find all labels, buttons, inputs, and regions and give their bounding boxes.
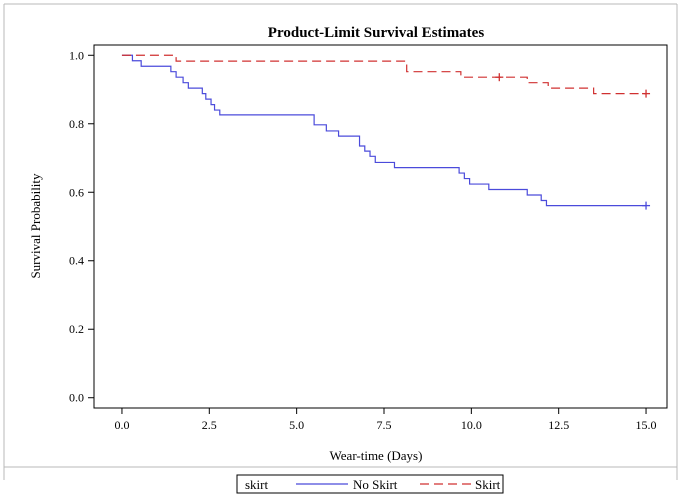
- x-tick-label: 7.5: [376, 418, 391, 432]
- y-tick-label: 0.6: [69, 185, 84, 199]
- y-tick-label: 0.4: [69, 254, 84, 268]
- y-axis-label: Survival Probability: [28, 173, 43, 279]
- x-tick-label: 12.5: [548, 418, 569, 432]
- series-layer: [121, 54, 651, 210]
- censor-mark-skirt: [495, 73, 504, 82]
- legend-title: skirt: [245, 477, 269, 492]
- y-tick-label: 0.2: [69, 322, 84, 336]
- plot-area: [93, 44, 668, 409]
- legend: skirt No Skirt Skirt: [236, 474, 504, 494]
- survival-curve-skirt: [121, 54, 647, 95]
- x-tick-label: 10.0: [461, 418, 482, 432]
- survival-curve-no-skirt: [121, 54, 647, 207]
- chart-title: Product-Limit Survival Estimates: [268, 25, 485, 41]
- y-tick-label: 0.8: [69, 117, 84, 131]
- x-tick-label: 2.5: [202, 418, 217, 432]
- series-no-skirt: [121, 54, 651, 210]
- x-axis-label: Wear-time (Days): [330, 448, 423, 463]
- x-tick-label: 5.0: [289, 418, 304, 432]
- legend-box: [236, 474, 504, 494]
- x-tick-label: 15.0: [636, 418, 657, 432]
- censor-mark-skirt: [642, 89, 651, 98]
- x-tick-label: 0.0: [114, 418, 129, 432]
- y-tick-label: 1.0: [69, 48, 84, 62]
- y-tick-label: 0.0: [69, 391, 84, 405]
- series-skirt: [121, 54, 651, 98]
- axes: 0.0 2.5 5.0 7.5 10.0 12.5 15.0 0.0 0.2 0.4 0.6 0.8 1…: [69, 48, 657, 432]
- legend-label-skirt: Skirt: [475, 477, 501, 492]
- legend-label-no-skirt: No Skirt: [353, 477, 398, 492]
- censor-mark-no-skirt: [642, 201, 651, 210]
